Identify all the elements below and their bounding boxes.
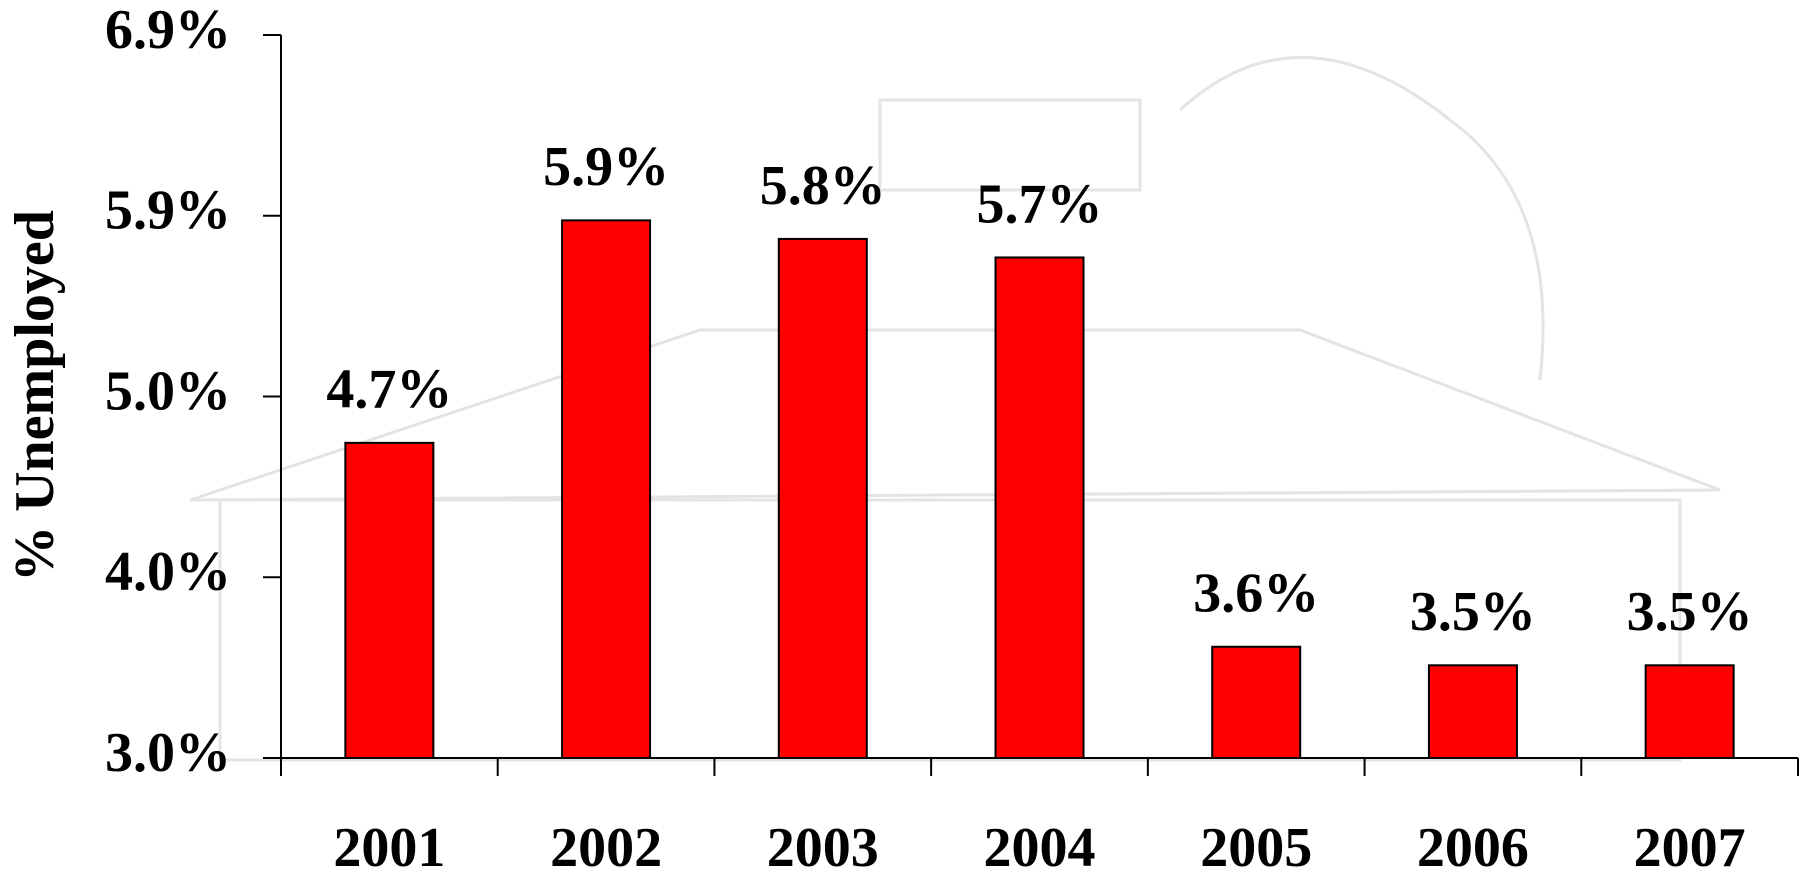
y-tick-label: 3.0% xyxy=(105,722,231,784)
data-label: 5.9% xyxy=(543,136,669,198)
x-tick-label: 2002 xyxy=(550,817,662,879)
bar xyxy=(777,237,868,759)
data-label: 3.6% xyxy=(1193,563,1319,625)
y-tick-label: 6.9% xyxy=(105,0,231,61)
data-label: 5.7% xyxy=(977,173,1103,235)
x-tick-label: 2006 xyxy=(1417,817,1529,879)
x-tick-label: 2005 xyxy=(1200,817,1312,879)
data-label: 5.8% xyxy=(760,155,886,217)
data-label: 3.5% xyxy=(1410,581,1536,643)
x-tick-label: 2004 xyxy=(984,817,1096,879)
background-sketch xyxy=(189,55,1721,762)
y-tick-label: 5.9% xyxy=(105,180,231,242)
y-axis-title: % Unemployed xyxy=(4,210,66,582)
bar xyxy=(344,441,435,759)
x-tick-label: 2001 xyxy=(333,817,445,879)
x-tick-label: 2003 xyxy=(767,817,879,879)
y-tick-label: 4.0% xyxy=(105,541,231,603)
data-label: 3.5% xyxy=(1627,581,1753,643)
bar xyxy=(1427,664,1518,759)
bar xyxy=(994,256,1085,759)
y-tick-label: 5.0% xyxy=(105,360,231,422)
bar xyxy=(1211,645,1302,759)
bar xyxy=(1644,664,1735,759)
data-label: 4.7% xyxy=(326,359,452,421)
x-tick-label: 2007 xyxy=(1634,817,1746,879)
bar xyxy=(561,219,652,759)
